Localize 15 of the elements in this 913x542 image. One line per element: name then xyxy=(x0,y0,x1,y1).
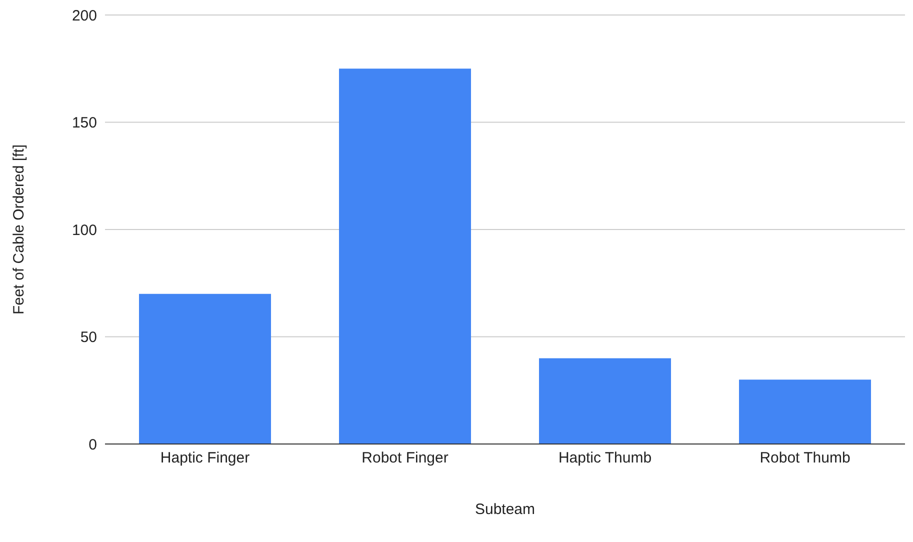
bar xyxy=(139,294,271,444)
x-tick-label: Robot Thumb xyxy=(760,450,850,467)
x-tick-label: Haptic Thumb xyxy=(558,450,652,467)
y-tick-label: 150 xyxy=(72,114,97,132)
y-tick-label: 200 xyxy=(72,7,97,24)
bar xyxy=(739,380,871,444)
bar xyxy=(339,68,471,444)
y-tick-label: 100 xyxy=(72,222,97,239)
bar xyxy=(539,358,671,444)
x-axis-title: Subteam xyxy=(474,501,536,518)
y-tick-label: 50 xyxy=(80,329,97,346)
x-tick-label: Haptic Finger xyxy=(160,450,250,467)
x-tick-label: Robot Finger xyxy=(362,450,448,467)
y-axis-title: Feet of Cable Ordered [ft] xyxy=(10,144,28,315)
y-tick-label: 0 xyxy=(88,436,97,454)
